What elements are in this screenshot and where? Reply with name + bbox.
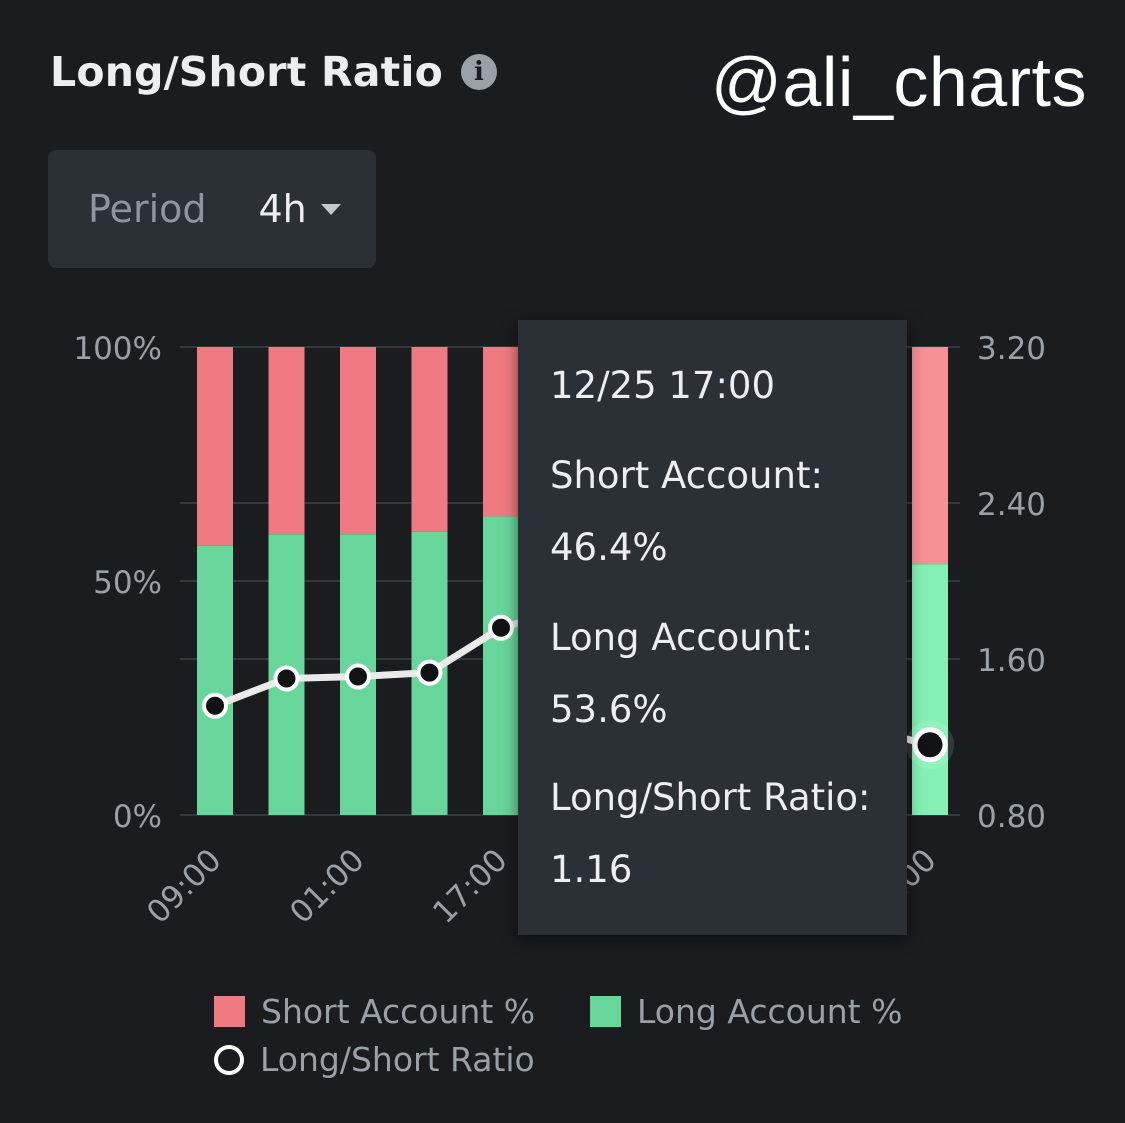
ratio-point bbox=[345, 663, 371, 690]
bar-short bbox=[483, 347, 519, 517]
bar-long bbox=[912, 564, 948, 815]
x-tick-label: 17:00 bbox=[426, 842, 515, 931]
y-tick-label-left: 0% bbox=[113, 799, 162, 835]
x-tick-label: 01:00 bbox=[283, 842, 372, 931]
legend-swatch-short bbox=[214, 996, 245, 1027]
tooltip-short-label: Short Account: bbox=[550, 454, 823, 497]
y-tick-label-right: 0.80 bbox=[977, 799, 1046, 835]
y-tick-label-right: 2.40 bbox=[977, 487, 1046, 523]
watermark: @ali_charts bbox=[710, 43, 1087, 121]
period-label: Period bbox=[88, 187, 207, 231]
x-tick-label: 09:00 bbox=[140, 842, 229, 931]
period-value: 4h bbox=[258, 187, 307, 231]
tooltip-long-value: 53.6% bbox=[550, 688, 668, 731]
legend-item-ratio[interactable]: Long/Short Ratio bbox=[214, 1040, 535, 1079]
y-tick-label-left: 50% bbox=[93, 565, 162, 601]
info-icon[interactable]: i bbox=[461, 54, 498, 90]
bar-short bbox=[340, 347, 376, 535]
tooltip-ratio-label: Long/Short Ratio: bbox=[550, 776, 871, 819]
ratio-point bbox=[273, 665, 300, 692]
bar-short bbox=[912, 347, 948, 565]
bar-long bbox=[483, 516, 519, 815]
legend-item-long[interactable]: Long Account % bbox=[590, 992, 902, 1031]
bar-long bbox=[197, 545, 233, 815]
ratio-point bbox=[202, 692, 228, 719]
chart-tooltip: 12/25 17:00 Short Account: 46.4% Long Ac… bbox=[518, 320, 907, 935]
page-title: Long/Short Ratio i bbox=[50, 48, 498, 96]
tooltip-short-value: 46.4% bbox=[550, 526, 668, 569]
bar-short bbox=[197, 347, 233, 546]
tooltip-date: 12/25 17:00 bbox=[550, 364, 776, 407]
bar-short bbox=[411, 347, 448, 532]
tooltip-ratio-value: 1.16 bbox=[550, 848, 633, 891]
legend-ring-ratio bbox=[214, 1044, 244, 1075]
legend-item-short[interactable]: Short Account % bbox=[214, 992, 535, 1031]
ratio-point bbox=[488, 614, 514, 641]
legend-swatch-long bbox=[590, 996, 621, 1027]
legend-label-short: Short Account % bbox=[261, 992, 536, 1031]
legend-label-ratio: Long/Short Ratio bbox=[260, 1040, 535, 1079]
title-text: Long/Short Ratio bbox=[50, 48, 444, 96]
tooltip-long-label: Long Account: bbox=[550, 616, 814, 659]
ratio-point bbox=[416, 659, 443, 686]
bar-short bbox=[268, 347, 305, 535]
period-selector[interactable]: Period 4h bbox=[48, 150, 376, 268]
y-tick-label-left: 100% bbox=[73, 331, 162, 367]
y-tick-label-right: 3.20 bbox=[977, 331, 1046, 367]
legend-label-long: Long Account % bbox=[637, 992, 903, 1031]
y-tick-label-right: 1.60 bbox=[977, 643, 1046, 679]
caret-down-icon bbox=[320, 203, 341, 215]
ratio-point-active bbox=[912, 727, 948, 763]
